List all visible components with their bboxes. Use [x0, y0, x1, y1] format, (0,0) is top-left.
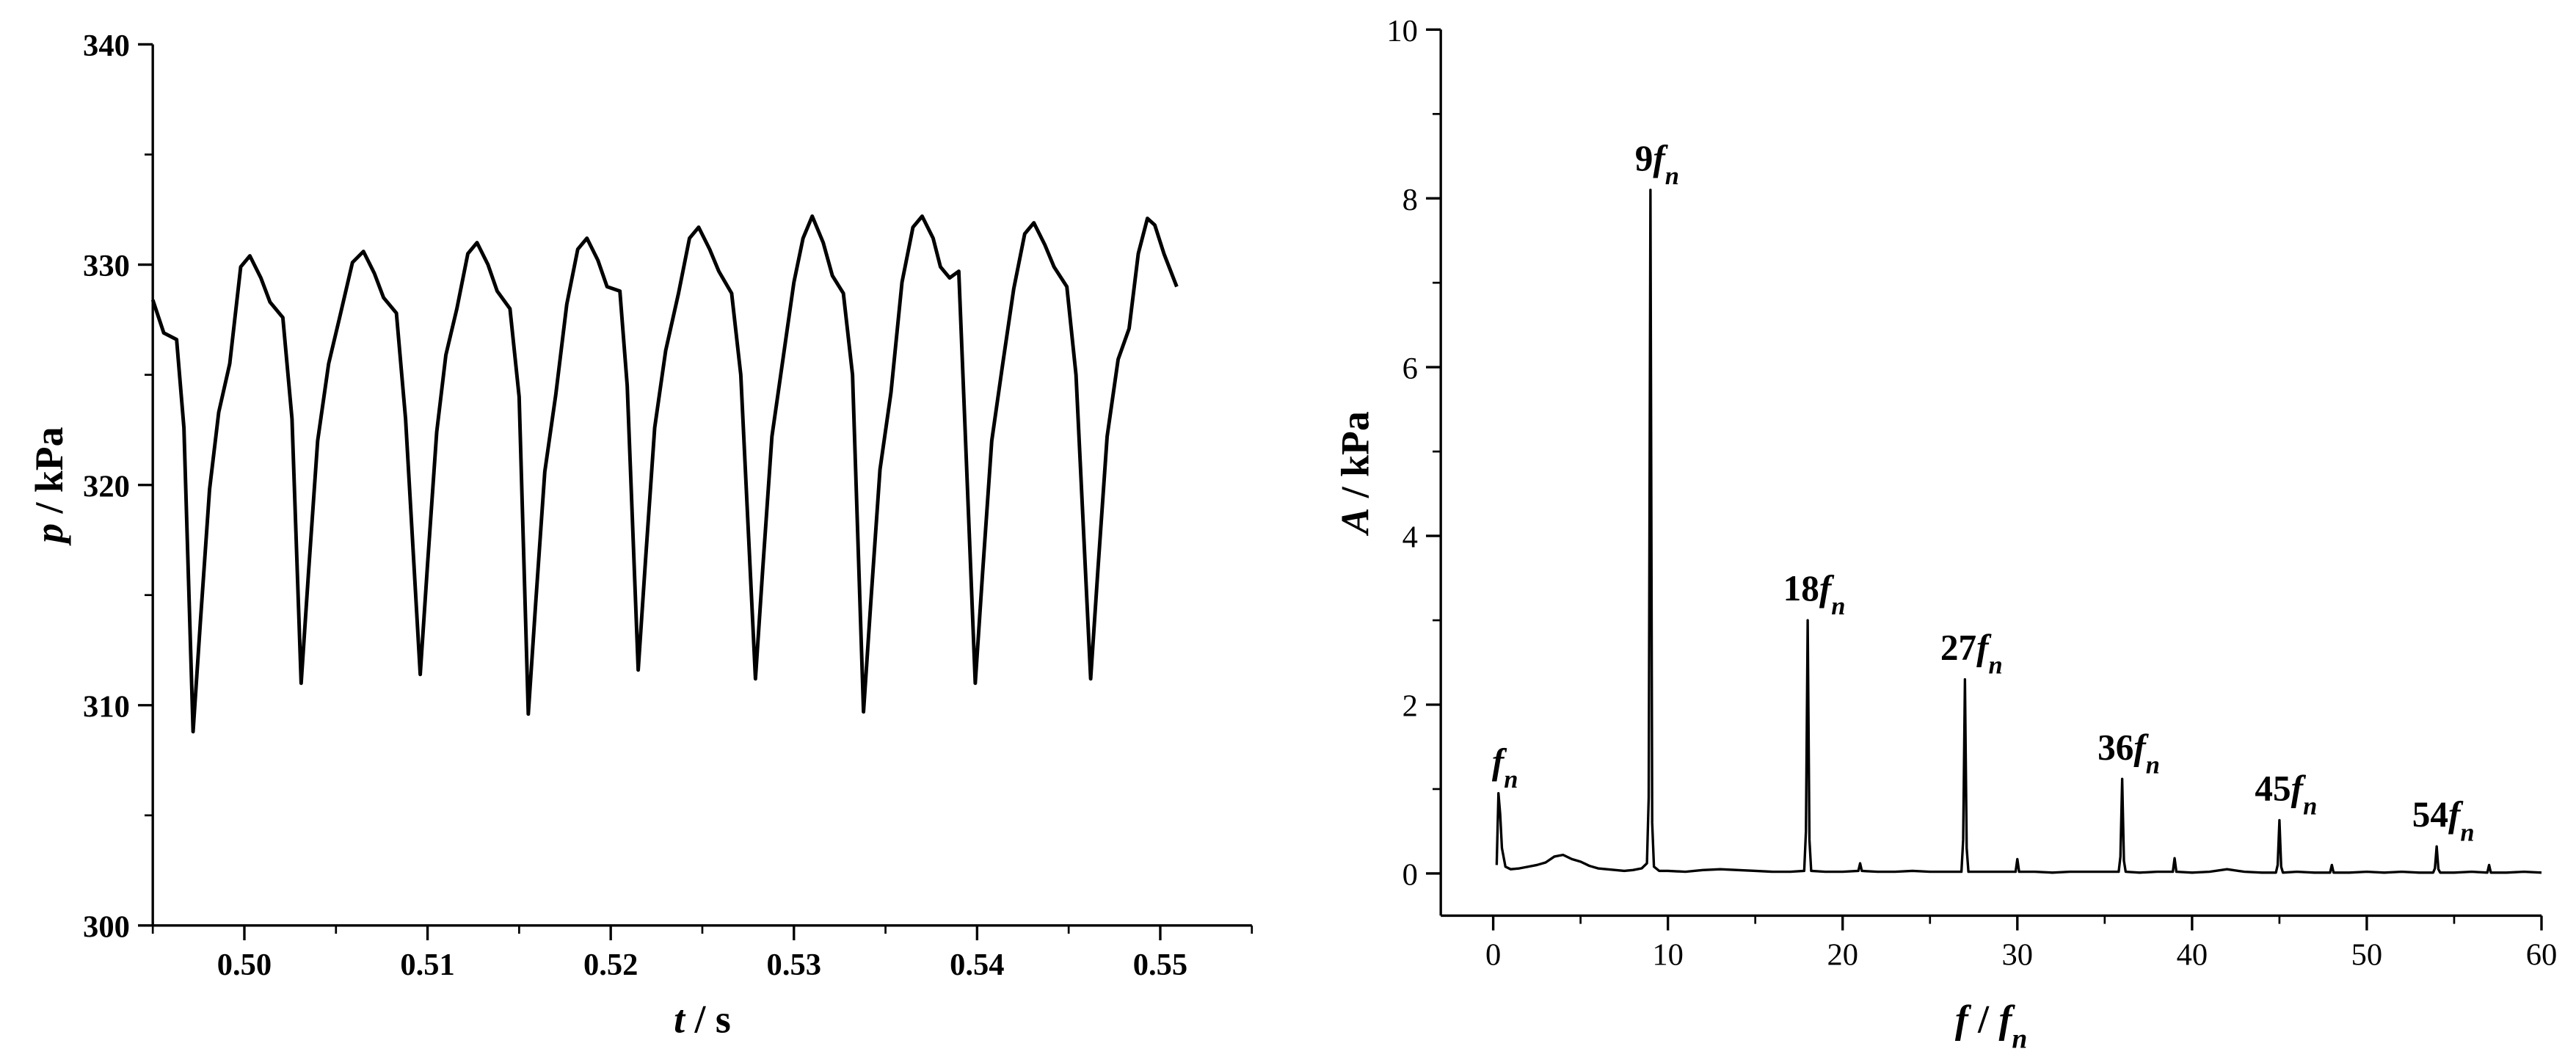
peak-annotation: 36fn	[2097, 727, 2160, 779]
x-tick-label: 0.55	[1133, 948, 1187, 982]
x-tick-label: 40	[2177, 938, 2208, 973]
y-tick-label: 0	[1402, 858, 1418, 893]
label-part: /	[1334, 486, 1378, 498]
y-tick-label: 6	[1402, 352, 1418, 386]
annotation-number: 45	[2255, 769, 2291, 809]
x-axis-label: f / fn	[1955, 997, 2027, 1054]
label-part: kPa	[1334, 411, 1378, 477]
y-tick-label: 4	[1402, 520, 1418, 555]
annotation-subscript: n	[1504, 766, 1518, 793]
annotation-symbol: f	[1653, 138, 1668, 178]
peak-annotation: fn	[1492, 741, 1518, 793]
peak-annotation: 54fn	[2412, 794, 2475, 846]
label-part: /	[694, 997, 707, 1041]
peak-annotation: 18fn	[1783, 568, 1846, 620]
label-part: /	[1977, 997, 1990, 1041]
x-tick-label: 0.50	[217, 948, 272, 982]
y-tick-label: 10	[1386, 14, 1418, 48]
y-tick-label: 8	[1402, 183, 1418, 217]
x-tick-label: 60	[2526, 938, 2558, 973]
annotation-number: 36	[2097, 727, 2133, 767]
label-part: f	[1955, 997, 1972, 1041]
annotation-subscript: n	[1665, 162, 1679, 190]
annotation-symbol: f	[1976, 628, 1992, 668]
annotation-subscript: n	[2303, 793, 2317, 821]
annotation-symbol: f	[2448, 794, 2464, 835]
x-axis-label: t / s	[674, 997, 731, 1041]
data-line	[150, 214, 1179, 734]
annotation-subscript: n	[1989, 652, 2003, 680]
peak-annotation: 9fn	[1635, 138, 1679, 190]
x-tick-label: 0.54	[950, 948, 1004, 982]
annotation-subscript: n	[2460, 818, 2474, 846]
x-tick-label: 0.52	[583, 948, 638, 982]
label-part: /	[27, 501, 71, 514]
label-part: f	[1999, 997, 2016, 1041]
y-axis-label: A / kPa	[1334, 411, 1378, 536]
x-tick-label: 20	[1827, 938, 1858, 973]
label-part: s	[716, 997, 731, 1041]
y-tick-label: 2	[1402, 689, 1418, 724]
x-tick-label: 10	[1652, 938, 1684, 973]
annotation-number: 54	[2412, 794, 2448, 835]
annotation-number: 9	[1635, 138, 1653, 178]
x-tick-label: 0.51	[400, 948, 454, 982]
y-tick-label: 300	[83, 910, 130, 945]
x-tick-label: 50	[2351, 938, 2383, 973]
label-part: p	[27, 523, 71, 546]
x-tick-label: 30	[2002, 938, 2034, 973]
annotation-symbol: f	[2133, 727, 2149, 767]
y-axis-label: p / kPa	[27, 426, 71, 545]
annotation-subscript: n	[1831, 592, 1845, 620]
label-part: A	[1334, 508, 1378, 537]
label-part: n	[2012, 1023, 2027, 1054]
label-part: kPa	[27, 426, 71, 493]
y-tick-label: 320	[83, 469, 130, 504]
annotation-symbol: f	[2291, 769, 2307, 809]
y-tick-label: 340	[83, 29, 130, 63]
x-tick-label: 0.53	[767, 948, 821, 982]
y-tick-label: 330	[83, 249, 130, 283]
annotation-symbol: f	[1492, 741, 1507, 782]
data-line	[1495, 189, 2542, 874]
peak-annotation: 45fn	[2255, 769, 2317, 821]
peak-annotation: 27fn	[1940, 628, 2003, 680]
y-tick-label: 310	[83, 689, 130, 724]
annotation-number: 18	[1783, 568, 1819, 609]
annotation-symbol: f	[1819, 568, 1835, 609]
annotation-subscript: n	[2146, 751, 2160, 779]
label-part: t	[674, 997, 686, 1041]
x-tick-label: 0	[1485, 938, 1501, 973]
annotation-number: 27	[1940, 628, 1976, 668]
